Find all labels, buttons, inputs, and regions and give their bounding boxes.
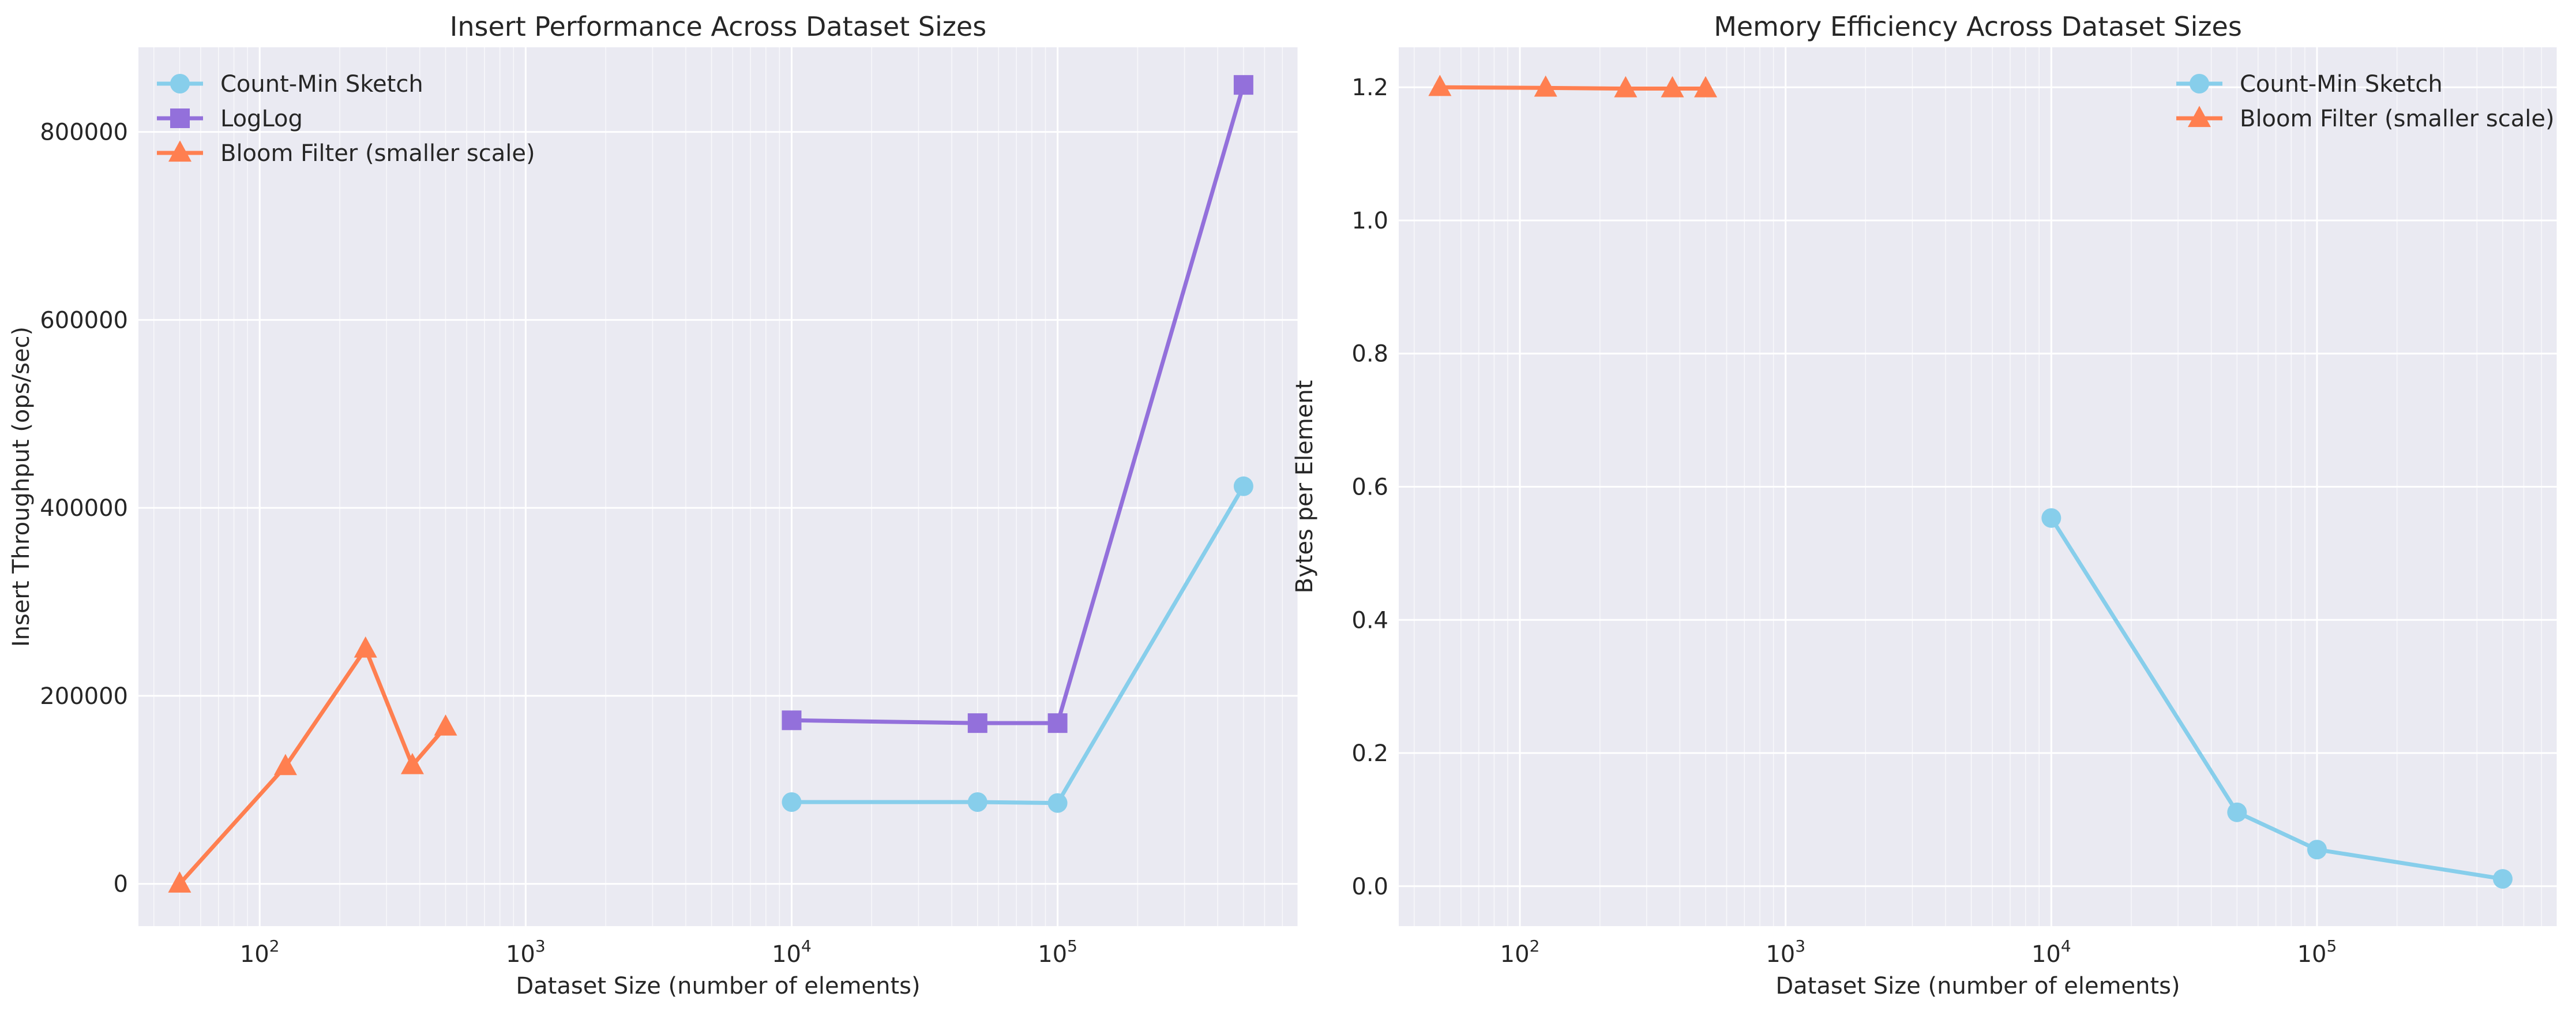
legend-item-bloom-filter-smaller-scale: Bloom Filter (smaller scale) <box>157 140 535 167</box>
data-point <box>400 752 424 774</box>
y-tick-label: 1.0 <box>1351 208 1388 234</box>
y-axis-label: Insert Throughput (ops/sec) <box>8 327 35 647</box>
y-tick-label: 0 <box>114 871 128 898</box>
data-point <box>168 871 191 893</box>
chart-title: Memory Efficiency Across Dataset Sizes <box>1714 11 2242 42</box>
series-loglog <box>782 75 1253 733</box>
data-point <box>1428 74 1452 96</box>
plot-area <box>138 47 1298 926</box>
data-point <box>434 714 457 736</box>
series-line <box>791 485 1245 806</box>
data-point <box>1047 793 1068 813</box>
legend-marker <box>168 140 191 162</box>
data-point <box>2227 802 2247 822</box>
legend-item-count-min-sketch: Count-Min Sketch <box>2176 71 2443 98</box>
memory-efficiency-chart: Memory Efficiency Across Dataset Sizes 10… <box>1291 11 2558 999</box>
x-tick-label: 105 <box>2297 937 2337 968</box>
y-tick-label: 0.6 <box>1351 474 1388 501</box>
y-tick-label: 200000 <box>40 683 128 710</box>
series-line <box>2049 516 2503 881</box>
data-point <box>354 636 377 658</box>
x-tick-label: 105 <box>1038 937 1077 968</box>
data-point <box>1694 76 1718 98</box>
series-bloom-filter-smaller-scale <box>1428 74 1718 98</box>
data-point <box>273 754 297 776</box>
legend-item-bloom-filter-smaller-scale: Bloom Filter (smaller scale) <box>2176 106 2555 132</box>
insert-performance-chart: Insert Performance Across Dataset Sizes 1… <box>8 11 1298 999</box>
x-axis-label: Dataset Size (number of elements) <box>1775 973 2180 999</box>
data-point <box>2041 508 2061 528</box>
legend-label: LogLog <box>220 106 303 132</box>
legend-marker <box>2190 74 2209 93</box>
x-axis-label: Dataset Size (number of elements) <box>516 973 920 999</box>
y-tick-label: 0.4 <box>1351 607 1388 634</box>
data-point <box>967 792 987 812</box>
data-point <box>782 710 802 731</box>
data-point <box>967 713 987 733</box>
y-tick-label: 400000 <box>40 495 128 522</box>
legend: Count-Min Sketch Bloom Filter (smaller sc… <box>2176 71 2555 132</box>
chart-title: Insert Performance Across Dataset Sizes <box>450 11 986 42</box>
data-point <box>1233 75 1253 95</box>
legend-marker <box>170 108 190 128</box>
data-point <box>1614 76 1638 98</box>
y-tick-label: 600000 <box>40 307 128 334</box>
x-tick-label: 102 <box>240 937 280 968</box>
series-line <box>791 84 1246 725</box>
data-point <box>1233 476 1253 496</box>
legend-label: Bloom Filter (smaller scale) <box>220 140 535 167</box>
data-point <box>1047 713 1068 733</box>
y-axis-label: Bytes per Element <box>1291 380 1318 594</box>
data-point <box>2307 840 2327 860</box>
legend-label: Count-Min Sketch <box>220 71 423 98</box>
x-tick-label: 103 <box>506 937 546 968</box>
legend-label: Bloom Filter (smaller scale) <box>2240 106 2555 132</box>
y-tick-label: 1.2 <box>1351 74 1388 101</box>
legend: Count-Min Sketch LogLog Bloom Filter (smal… <box>157 71 535 167</box>
legend-item-count-min-sketch: Count-Min Sketch <box>157 71 423 98</box>
data-point <box>2492 869 2513 889</box>
data-point <box>1661 76 1684 98</box>
legend-marker <box>2188 106 2211 128</box>
y-tick-label: 800000 <box>40 119 128 146</box>
y-tick-label: 0.0 <box>1351 874 1388 900</box>
data-point <box>782 792 802 812</box>
legend-label: Count-Min Sketch <box>2240 71 2443 98</box>
x-tick-label: 104 <box>2031 937 2071 968</box>
x-tick-label: 102 <box>1500 937 1540 968</box>
legend-marker <box>170 74 190 93</box>
y-tick-label: 0.2 <box>1351 740 1388 767</box>
legend-item-loglog: LogLog <box>157 106 303 132</box>
x-tick-label: 103 <box>1766 937 1805 968</box>
data-point <box>1534 75 1557 97</box>
y-tick-label: 0.8 <box>1351 341 1388 368</box>
x-tick-label: 104 <box>772 937 812 968</box>
series-bloom-filter-smaller-scale <box>168 636 457 893</box>
series-count-min-sketch <box>782 476 1253 813</box>
series-count-min-sketch <box>2041 508 2513 889</box>
